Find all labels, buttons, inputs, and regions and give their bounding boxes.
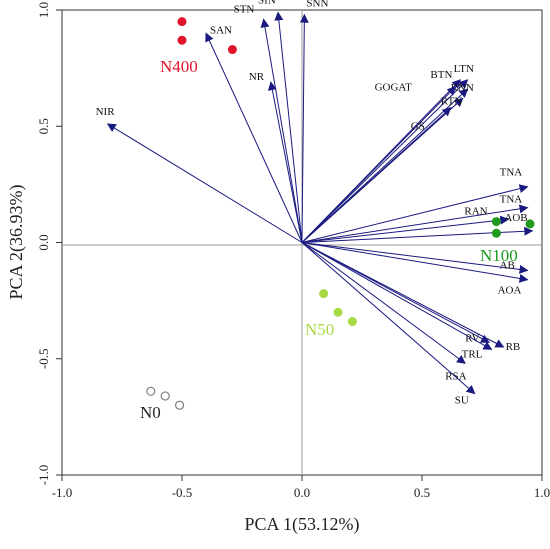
loading-label-snn: SNN [306, 0, 328, 10]
group-label-n400: N400 [160, 57, 198, 76]
loading-arrow-stn [260, 18, 303, 243]
point-n100 [525, 219, 535, 229]
loading-arrow-san [205, 32, 303, 243]
group-label-n0: N0 [140, 403, 161, 422]
loading-label-nr: NR [249, 71, 265, 83]
point-n400 [227, 45, 237, 55]
point-n400 [177, 35, 187, 45]
loading-label-aoa: AOA [498, 285, 522, 297]
loading-label-sin: SIN [258, 0, 276, 6]
y-axis-title: PCA 2(36.93%) [6, 184, 27, 299]
loading-arrow-tna [301, 184, 529, 243]
loading-label-gs: GS [411, 121, 425, 133]
loading-arrow-sin [274, 11, 303, 243]
x-tick-label: 0.5 [414, 485, 430, 500]
y-tick-label: 0.5 [36, 118, 51, 134]
loading-label-ran: RAN [464, 205, 487, 217]
loading-arrow-rb [301, 242, 505, 348]
loading-arrow-nr [267, 81, 303, 243]
loading-arrow-trl [301, 242, 493, 350]
loading-label-tna: TNA [500, 194, 523, 206]
loading-label-trl: TRL [462, 348, 483, 360]
loading-label-su: SU [455, 395, 469, 407]
loading-label-san: SAN [210, 24, 232, 36]
sample-groups: N400 N100 N50 N0 [140, 17, 535, 422]
loading-label-tna: TNA [500, 167, 523, 179]
loading-arrow-su [301, 242, 476, 395]
loading-arrow-tna [301, 204, 529, 243]
point-n400 [177, 17, 187, 27]
y-tick-label: 0.0 [36, 234, 51, 250]
loading-arrow-gs [301, 107, 452, 243]
point-n100 [491, 228, 501, 238]
point-n100 [491, 217, 501, 227]
group-label-n100: N100 [480, 246, 518, 265]
x-tick-label: -1.0 [52, 485, 73, 500]
loading-label-aob: AOB [504, 212, 527, 224]
loading-arrow-nir [106, 123, 303, 243]
x-axis-ticks: -1.0 -0.5 0.0 0.5 1.0 [52, 475, 550, 500]
x-axis-title: PCA 1(53.12%) [244, 514, 359, 535]
y-tick-label: 1.0 [36, 2, 51, 18]
x-tick-label: 1.0 [534, 485, 550, 500]
point-n0 [160, 391, 170, 401]
point-n0 [175, 400, 185, 410]
point-n50 [319, 289, 329, 299]
x-tick-label: 0.0 [294, 485, 310, 500]
loading-label-ltn: LTN [454, 63, 474, 75]
loading-label-rtn: RTN [441, 95, 462, 107]
loading-label-gogat: GOGAT [375, 82, 413, 94]
loading-label-btn: BTN [430, 69, 452, 81]
loading-arrow-gogat [301, 86, 457, 243]
y-axis-ticks: -1.0 -0.5 0.0 0.5 1.0 [36, 2, 62, 485]
loading-label-nir: NIR [96, 106, 116, 118]
loading-label-rb: RB [506, 341, 521, 353]
loading-arrow-ltn [301, 79, 469, 243]
loading-label-rsa: RSA [445, 370, 466, 382]
loading-label-rnn: RNN [451, 82, 474, 94]
x-tick-label: -0.5 [172, 485, 193, 500]
group-label-n50: N50 [305, 320, 334, 339]
loading-arrow-rsa [301, 242, 466, 364]
loading-arrow-aoa [301, 242, 529, 283]
y-tick-label: -1.0 [36, 465, 51, 486]
loading-arrow-ab [301, 242, 529, 274]
point-n0 [146, 386, 156, 396]
loading-label-stn: STN [234, 3, 255, 15]
y-tick-label: -0.5 [36, 348, 51, 369]
loading-arrow-snn [299, 13, 309, 243]
point-n50 [347, 317, 357, 327]
loading-arrow-ran [301, 215, 510, 243]
loading-label-ab: AB [500, 259, 515, 271]
point-n50 [333, 307, 343, 317]
